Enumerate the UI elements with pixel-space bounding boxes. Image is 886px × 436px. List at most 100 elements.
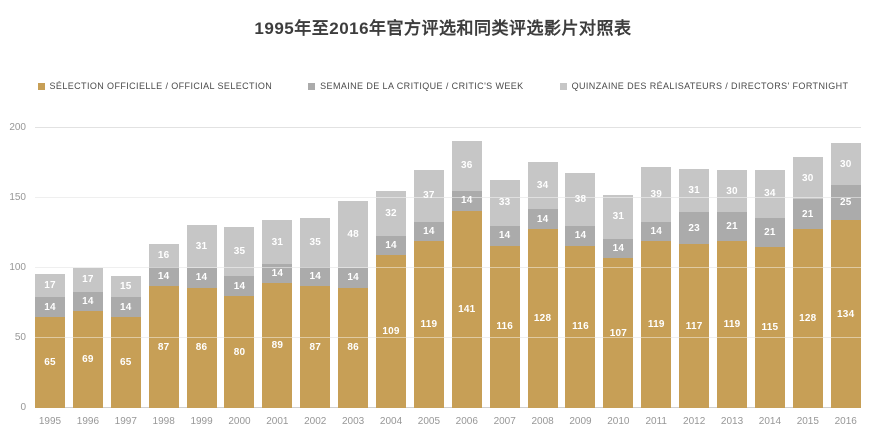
bar-segment: 14 [186,268,217,288]
bar-segment: 119 [413,241,444,408]
bar-segment: 39 [641,167,672,222]
legend-label: SÉLECTION OFFICIELLE / OFFICIAL SELECTIO… [49,81,273,91]
x-tick-label: 2005 [417,416,441,427]
bar-group-2012: 31 23 117 2012 [679,128,710,427]
legend-item: SÉLECTION OFFICIELLE / OFFICIAL SELECTIO… [37,81,273,91]
x-tick-label: 1999 [190,416,213,427]
bar-segment: 38 [565,172,596,227]
value-label: 48 [347,228,359,240]
bar-segment: 128 [792,228,823,408]
bar-segment: 14 [300,266,331,287]
value-label: 21 [802,208,814,220]
bar-segment: 34 [754,170,785,218]
bar-segment: 115 [754,247,785,408]
bar-segment: 15 [110,276,141,298]
x-tick-label: 1997 [114,416,137,427]
bar-segment: 65 [35,317,65,408]
x-tick-label: 2016 [834,416,857,427]
value-label: 37 [423,190,435,202]
bar-group-1998: 16 14 87 1998 [148,128,179,427]
value-label: 14 [120,301,132,313]
bar-group-1999: 31 14 86 1999 [186,128,217,427]
y-axis: 0 50 100 150 200 [0,122,26,413]
bar-segment: 14 [451,191,482,211]
value-label: 31 [271,236,284,248]
bar-segment: 37 [413,170,444,222]
bar-group-2013: 30 21 119 2013 [717,128,748,427]
bar-segment: 14 [72,291,103,312]
value-label: 38 [574,193,587,205]
value-label: 14 [574,230,587,242]
value-label: 119 [647,319,665,331]
bar-segment: 31 [262,220,293,264]
value-label: 80 [233,346,246,358]
x-tick-label: 2002 [304,416,327,427]
bar-segment: 14 [376,235,407,256]
value-label: 14 [385,240,397,252]
bar-segment: 80 [224,296,255,408]
y-tick-label: 50 [14,332,26,343]
bar-segment: 107 [603,258,634,408]
bar-segment: 65 [110,317,141,408]
x-tick-label: 1996 [76,416,100,427]
bar-segment: 119 [641,241,672,408]
legend: SÉLECTION OFFICIELLE / OFFICIAL SELECTIO… [0,81,886,91]
bar-segment: 14 [148,266,179,287]
bar-segment: 30 [830,143,861,186]
value-label: 33 [498,197,511,209]
plot-area: 17 14 65 1995 17 14 69 1996 15 14 65 1997 16 14 87 1998… [35,127,861,427]
x-tick-label: 2004 [379,416,403,427]
bar-segment: 17 [72,268,103,292]
legend-label: QUINZAINE DES RÉALISATEURS / DIRECTORS' … [571,81,849,91]
value-label: 14 [195,272,208,284]
bar-group-2011: 39 14 119 2011 [641,128,672,427]
bar-segment: 117 [679,244,710,408]
bar-segment: 119 [717,241,748,408]
bar-segment: 21 [754,217,785,247]
x-tick-label: 2015 [796,416,819,427]
bar-group-2004: 32 14 109 2004 [376,128,407,427]
bar-segment: 25 [830,185,861,221]
y-tick-label: 150 [9,192,26,203]
bar-segment: 87 [148,286,179,408]
bar-group-1996: 17 14 69 1996 [72,128,103,427]
x-tick-label: 2014 [758,416,782,427]
bar-group-2009: 38 14 116 2009 [565,128,596,427]
value-label: 17 [82,274,94,286]
value-label: 30 [802,172,814,184]
legend-swatch [37,82,45,90]
value-label: 16 [157,249,170,261]
value-label: 86 [347,342,359,354]
bar-segment: 16 [148,244,179,267]
bar-segment: 134 [830,220,861,408]
bar-group-2010: 31 14 107 2010 [603,128,634,427]
value-label: 14 [309,270,321,282]
value-label: 116 [572,321,589,333]
value-label: 117 [685,320,703,332]
bar-segment: 31 [679,168,710,213]
bar-segment: 14 [224,276,255,296]
bar-group-2014: 34 21 115 2014 [754,128,785,427]
value-label: 14 [612,242,625,254]
bar-segment: 31 [603,195,634,239]
bar-segment: 109 [376,255,407,408]
bar-group-2001: 31 14 89 2001 [262,128,293,427]
bar-segment: 116 [565,245,596,408]
x-tick-label: 2006 [455,416,478,427]
value-label: 65 [120,357,132,368]
y-tick-label: 0 [20,402,26,413]
legend-item: SEMAINE DE LA CRITIQUE / CRITIC'S WEEK [308,81,523,91]
value-label: 31 [612,211,625,223]
bar-group-2007: 33 14 116 2007 [489,128,520,427]
bar-segment: 34 [527,161,558,210]
bar-segment: 14 [110,297,141,317]
bar-segment: 35 [224,227,255,277]
value-label: 31 [195,240,208,252]
bar-segment: 48 [338,200,369,269]
legend-swatch [559,82,567,90]
bar-segment: 30 [792,157,823,200]
bar-segment: 14 [603,238,634,259]
value-label: 30 [726,185,738,197]
bar-segment: 14 [641,221,672,242]
x-tick-label: 2013 [720,416,744,427]
